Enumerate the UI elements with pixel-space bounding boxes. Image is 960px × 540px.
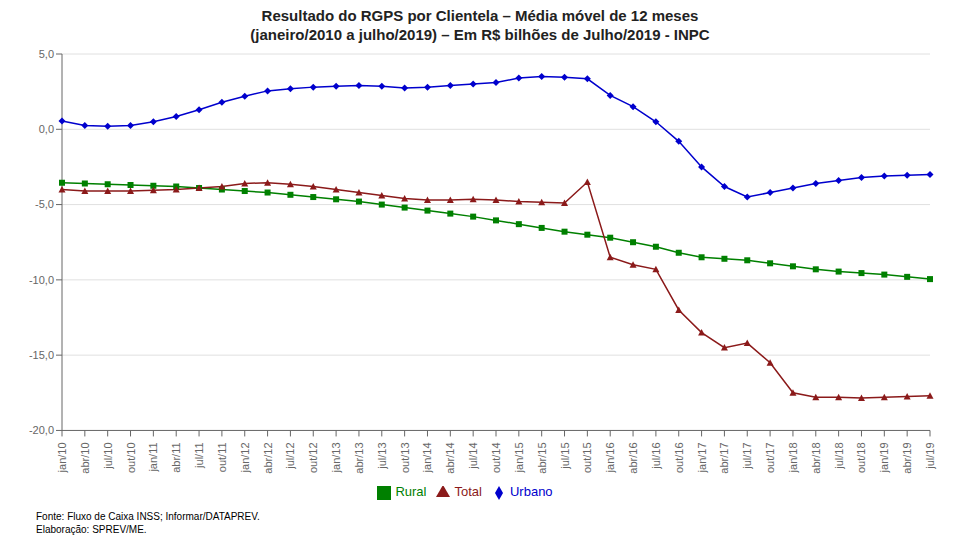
svg-text:5,0: 5,0 bbox=[39, 48, 54, 60]
svg-text:-15,0: -15,0 bbox=[29, 349, 54, 361]
svg-text:0,0: 0,0 bbox=[39, 123, 54, 135]
svg-text:out/12: out/12 bbox=[307, 442, 319, 473]
svg-text:jan/16: jan/16 bbox=[604, 442, 616, 473]
svg-text:jul/19: jul/19 bbox=[924, 442, 936, 469]
svg-text:abr/19: abr/19 bbox=[901, 442, 913, 473]
svg-text:jul/14: jul/14 bbox=[467, 442, 479, 469]
svg-text:abr/11: abr/11 bbox=[170, 442, 182, 472]
svg-text:jul/11: jul/11 bbox=[193, 442, 205, 468]
svg-text:jan/10: jan/10 bbox=[56, 442, 68, 473]
svg-text:jul/10: jul/10 bbox=[102, 442, 114, 469]
html-text:Fonte: Fluxo de Caixa INSS; In: Fonte: Fluxo de Caixa INSS; Informar/DAT… bbox=[36, 511, 260, 522]
svg-text:-10,0: -10,0 bbox=[29, 274, 54, 286]
svg-text:abr/13: abr/13 bbox=[353, 442, 365, 473]
svg-text:abr/14: abr/14 bbox=[444, 442, 456, 473]
svg-text:out/18: out/18 bbox=[855, 442, 867, 473]
svg-text:jul/16: jul/16 bbox=[650, 442, 662, 469]
html-text:Elaboração: SPREV/ME.: Elaboração: SPREV/ME. bbox=[36, 524, 147, 535]
svg-text:out/10: out/10 bbox=[125, 442, 137, 473]
svg-text:out/14: out/14 bbox=[490, 442, 502, 473]
svg-text:jul/15: jul/15 bbox=[559, 442, 571, 469]
html-text:Rural: Rural bbox=[395, 484, 427, 500]
svg-text:abr/18: abr/18 bbox=[810, 442, 822, 473]
html-text:Total: Total bbox=[454, 484, 482, 500]
svg-text:jul/12: jul/12 bbox=[284, 442, 296, 469]
svg-text:abr/16: abr/16 bbox=[627, 442, 639, 473]
svg-text:-20,0: -20,0 bbox=[29, 424, 54, 436]
svg-text:jul/17: jul/17 bbox=[741, 442, 753, 469]
html-text:Resultado do RGPS por Clientel: Resultado do RGPS por Clientela – Média … bbox=[261, 7, 699, 24]
svg-text:jan/12: jan/12 bbox=[239, 442, 251, 473]
svg-text:jan/19: jan/19 bbox=[878, 442, 890, 473]
svg-text:jan/13: jan/13 bbox=[330, 442, 342, 473]
svg-text:abr/15: abr/15 bbox=[536, 442, 548, 473]
svg-text:jan/14: jan/14 bbox=[421, 442, 433, 473]
svg-text:jan/11: jan/11 bbox=[147, 442, 159, 472]
svg-text:out/16: out/16 bbox=[673, 442, 685, 473]
svg-text:out/17: out/17 bbox=[764, 442, 776, 473]
svg-text:abr/10: abr/10 bbox=[79, 442, 91, 473]
html-text:(janeiro/2010 a julho/2019) –: (janeiro/2010 a julho/2019) – Em R$ bilh… bbox=[250, 26, 710, 43]
svg-text:out/13: out/13 bbox=[399, 442, 411, 473]
svg-text:jul/13: jul/13 bbox=[376, 442, 388, 469]
svg-text:out/15: out/15 bbox=[581, 442, 593, 473]
svg-text:out/11: out/11 bbox=[216, 442, 228, 472]
svg-text:-5,0: -5,0 bbox=[35, 198, 54, 210]
svg-text:jan/15: jan/15 bbox=[513, 442, 525, 473]
svg-text:jul/18: jul/18 bbox=[833, 442, 845, 469]
svg-text:jan/17: jan/17 bbox=[696, 442, 708, 473]
svg-text:abr/12: abr/12 bbox=[262, 442, 274, 473]
html-text:Urbano: Urbano bbox=[510, 484, 553, 500]
svg-text:abr/17: abr/17 bbox=[718, 442, 730, 473]
svg-text:jan/18: jan/18 bbox=[787, 442, 799, 473]
